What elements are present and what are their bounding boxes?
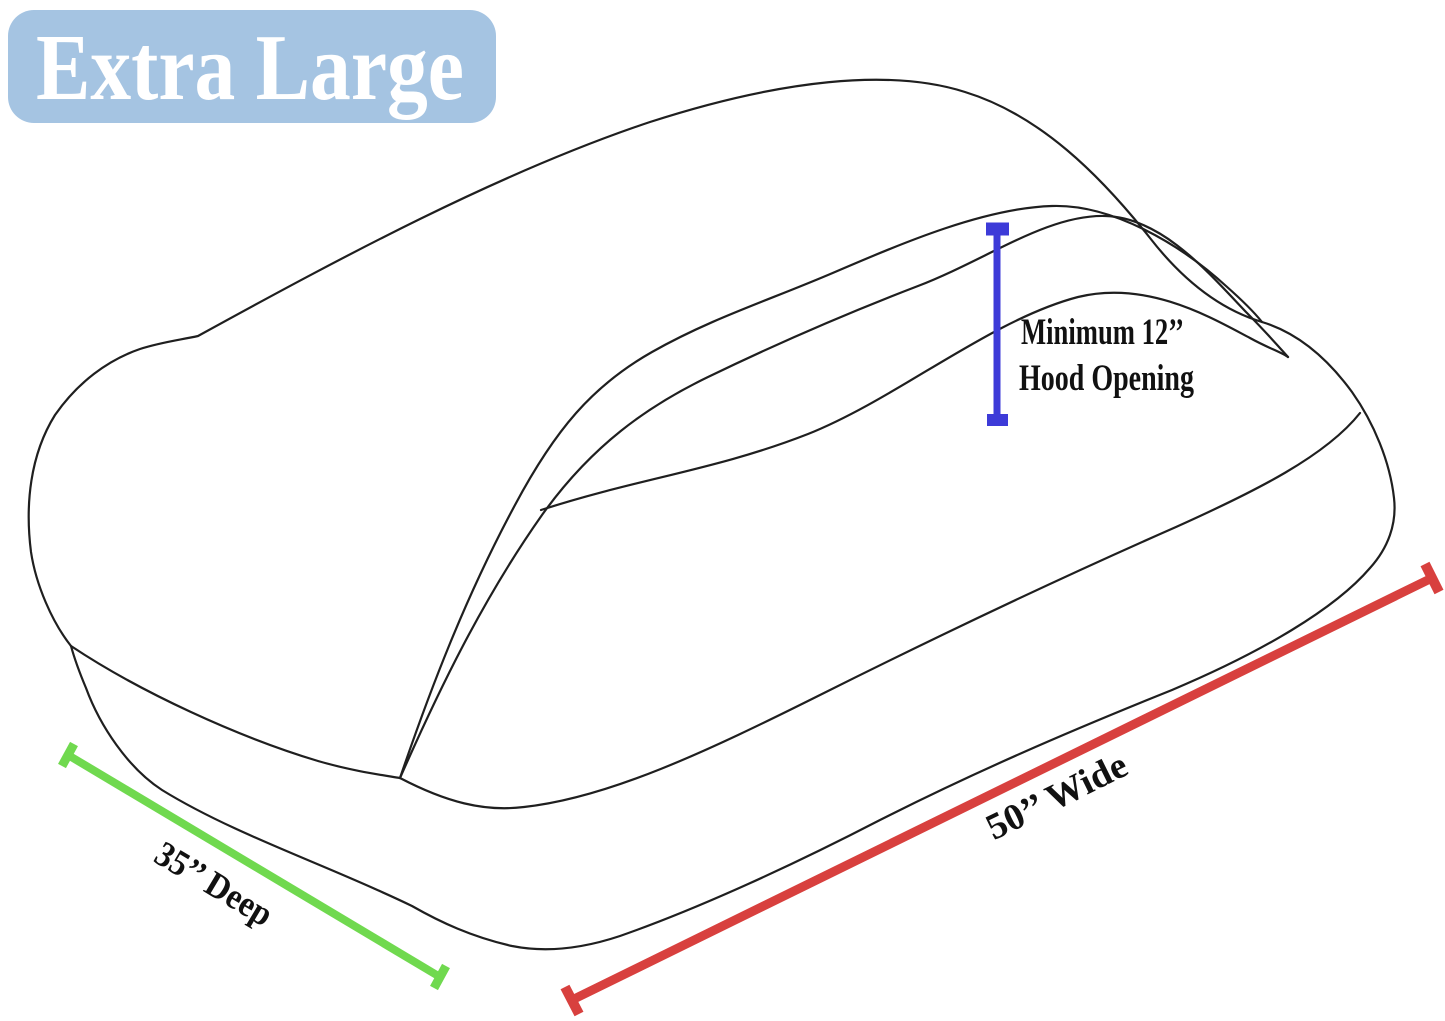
hood-rim-outer-seam [398,204,1264,780]
width-dimension-cap-right [1420,561,1444,595]
hood-opening-label-line2: Hood Opening [1019,358,1194,399]
depth-dimension-cap-right [430,963,450,991]
hood-opening-dimension-line [986,222,1009,426]
depth-dimension-shaft [65,751,443,981]
bed-outer-silhouette [27,78,1396,951]
hood-opening-label-line1: Minimum 12’’ [1021,312,1184,353]
depth-dimension-label: 35’’ Deep [148,833,280,934]
cushion-front-seam [398,411,1362,810]
depth-dimension-line [58,741,450,991]
width-dimension-line [560,561,1444,1017]
bolster-left-seam [69,644,402,780]
depth-dimension-cap-left [58,741,78,769]
hood-rim-inner-seam [398,214,1290,780]
width-dimension-cap-left [560,984,584,1017]
size-badge-label: Extra Large [36,16,464,120]
width-dimension-shaft [570,573,1434,1005]
bed-line-drawing [27,78,1396,951]
size-badge [8,10,496,123]
